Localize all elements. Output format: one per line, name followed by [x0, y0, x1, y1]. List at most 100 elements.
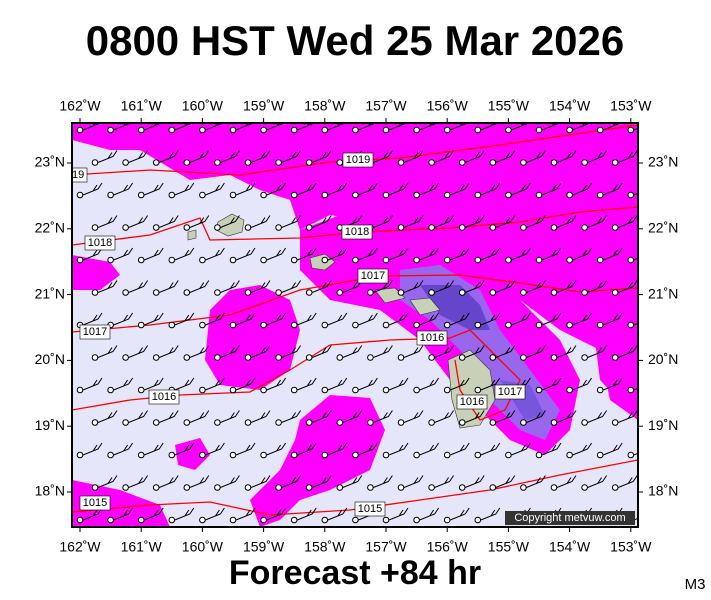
barb-shaft [358, 247, 378, 261]
barb-station [458, 419, 466, 426]
barb-station [520, 224, 527, 231]
lon-label: 161˚W [121, 539, 163, 555]
barb-station [76, 191, 84, 199]
barb-shaft [572, 182, 593, 196]
lon-label: 161˚W [121, 98, 163, 114]
wind-barb [290, 377, 317, 394]
barb-shaft [556, 475, 577, 488]
barb-shaft [297, 312, 317, 326]
wind-barb [229, 312, 256, 329]
wind-barb [290, 442, 317, 459]
barb-station [260, 386, 267, 394]
barb-shaft [603, 182, 623, 196]
wind-barb [428, 150, 455, 166]
barb-shaft [281, 150, 302, 163]
barb-station [397, 289, 405, 296]
wind-barb [336, 475, 363, 491]
wind-barb [550, 410, 577, 426]
wind-barb [214, 345, 240, 361]
wind-barb [611, 345, 638, 361]
barb-station [611, 224, 619, 231]
wind-barb [443, 247, 470, 264]
wind-barb [91, 475, 118, 491]
axes: 162˚W 162˚W 161˚W 161˚W 160˚W 160˚W 159˚W 159˚W… [35, 98, 679, 555]
wind-barb [336, 410, 363, 426]
barb-station [581, 159, 588, 166]
barb-station [107, 451, 114, 459]
wind-barb [581, 280, 608, 296]
wind-barb [611, 410, 638, 426]
barb-shaft [495, 410, 516, 423]
barb-station [566, 126, 573, 134]
wind-barb [352, 312, 378, 329]
barb-shaft [465, 410, 485, 423]
wind-barb [489, 475, 516, 491]
wind-barb [168, 507, 195, 524]
barb-station [352, 321, 359, 329]
barb-shaft [312, 345, 332, 358]
barb-station [489, 224, 497, 231]
barb-shaft [373, 150, 393, 163]
barb-station [183, 354, 191, 361]
barb-shaft [495, 345, 516, 358]
barb-station [137, 451, 145, 459]
title: 0800 HST Wed 25 Mar 2026 [86, 17, 625, 64]
barb-shaft [297, 377, 317, 391]
barb-station [382, 451, 390, 459]
barb-station [397, 484, 405, 491]
wind-barb [183, 215, 210, 231]
barb-shaft [541, 377, 562, 391]
wind-barb [199, 442, 225, 459]
lat-label: 19˚N [35, 417, 65, 433]
barb-shaft [556, 410, 577, 423]
barb-shaft [373, 215, 393, 228]
wind-barb [199, 312, 225, 329]
wind-barb [458, 150, 485, 166]
barb-shaft [205, 507, 225, 521]
barb-station [505, 191, 512, 199]
barb-shaft [327, 312, 348, 326]
barb-shaft [556, 150, 577, 163]
barb-shaft [618, 280, 638, 293]
wind-barb [520, 345, 546, 361]
barb-shaft [235, 442, 256, 456]
barb-shaft [220, 280, 240, 293]
barb-shaft [128, 280, 149, 293]
barb-station [76, 451, 84, 459]
wind-barb [199, 247, 225, 264]
barb-shaft [511, 312, 531, 326]
barb-station [428, 484, 435, 491]
barb-shaft [450, 182, 470, 196]
barb-shaft [526, 475, 546, 488]
lat-label: 20˚N [35, 351, 65, 367]
barb-shaft [511, 247, 531, 261]
barb-shaft [205, 312, 225, 326]
wind-barb [91, 215, 118, 231]
barb-shaft [297, 247, 317, 261]
barb-station [336, 419, 344, 426]
isobar-label: 1015 [83, 497, 107, 509]
lat-label: 21˚N [648, 285, 678, 301]
barb-shaft [220, 150, 240, 163]
barb-shaft [450, 247, 470, 261]
barb-station [122, 224, 129, 231]
wind-barb [489, 215, 516, 231]
barb-shaft [174, 507, 195, 521]
wind-barb [550, 475, 577, 491]
barb-shaft [327, 442, 348, 456]
wind-barb [382, 247, 409, 264]
barb-station [596, 256, 604, 264]
barb-station [122, 354, 129, 361]
barb-station [152, 354, 160, 361]
wind-barb [428, 345, 455, 361]
wind-barb [489, 280, 516, 296]
barb-station [520, 354, 527, 361]
barb-shaft [342, 410, 363, 423]
barb-shaft [312, 410, 332, 423]
barb-station [91, 289, 99, 296]
barb-shaft [113, 442, 134, 456]
barb-shaft [82, 182, 103, 196]
barb-shaft [82, 377, 103, 391]
wind-barb [397, 410, 424, 426]
barb-shaft [327, 182, 348, 196]
